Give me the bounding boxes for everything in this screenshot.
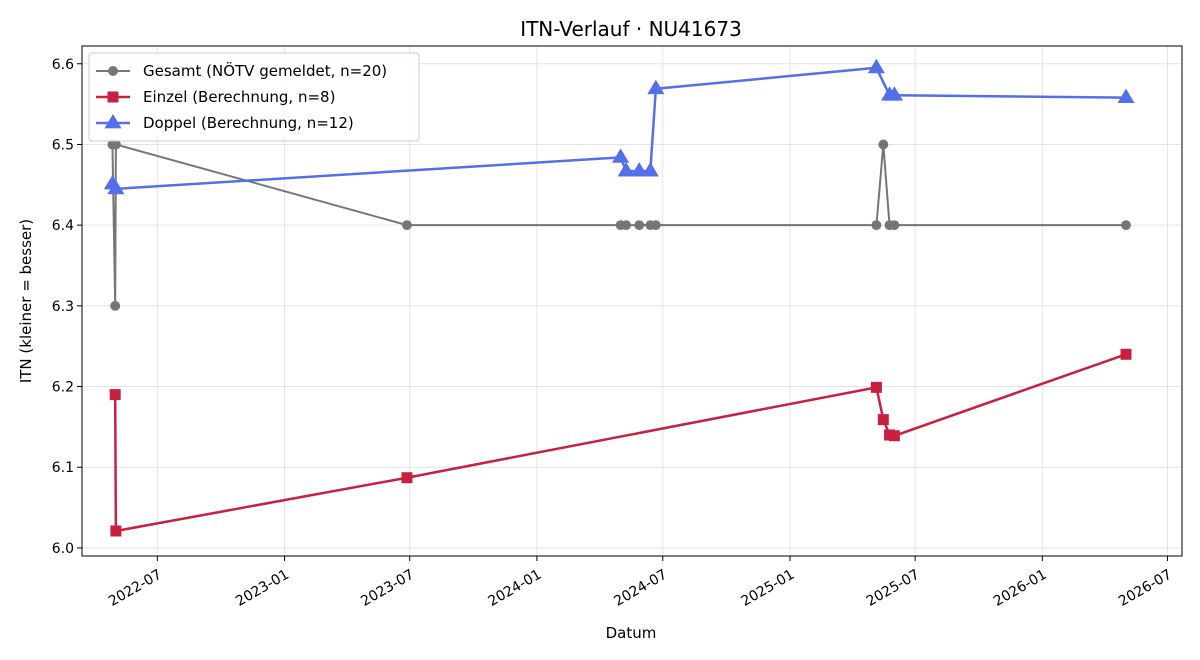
data-point [110,139,121,150]
data-point [650,220,661,231]
y-tick-label: 6.6 [52,57,74,73]
x-tick-label: 2025-01 [739,567,798,610]
series-layer [103,58,1135,537]
x-axis: 2022-07 2023-01 2023-07 2024-01 2024-07 2025-… [106,556,1175,610]
y-tick-label: 6.3 [52,299,74,315]
data-point [617,162,635,177]
x-tick-label: 2024-07 [611,567,670,610]
y-tick-label: 6.4 [52,218,74,234]
data-point [1121,220,1131,231]
legend-marker [104,114,122,129]
data-point [107,179,125,195]
legend-label: Doppel (Berechnung, n=12) [143,114,354,132]
x-tick-label: 2026-07 [1116,567,1175,610]
data-point [110,300,121,311]
data-point [885,86,903,101]
data-point [867,58,885,74]
data-point [641,162,659,177]
x-tick-label: 2025-07 [864,567,923,610]
legend-label: Einzel (Berechnung, n=8) [143,88,335,106]
data-point [621,220,632,231]
y-axis-label: ITN (kleiner = besser) [17,219,35,383]
data-point [889,220,900,231]
legend-label: Gesamt (NÖTV gemeldet, n=20) [143,61,387,80]
series-line [111,143,1126,307]
plot-frame [81,45,1183,557]
x-tick-label: 2022-07 [106,567,165,610]
data-point [402,220,412,231]
data-point [888,430,900,442]
legend-box [88,52,420,142]
y-tick-label: 6.5 [52,137,74,153]
data-point [612,148,630,163]
series-circle-group [107,139,1131,311]
data-point [877,414,889,426]
data-point [1117,88,1135,104]
series-triangle-group [103,58,1135,195]
x-tick-label: 2023-01 [233,567,292,610]
legend-item [96,66,130,76]
y-tick-label: 6.2 [52,380,74,396]
data-point [109,389,121,401]
data-point [871,220,882,231]
data-point [870,381,882,393]
legend-item [96,91,130,103]
y-axis: 6.0 6.1 6.2 6.3 6.4 6.5 6.6 [52,57,82,557]
legend-marker [107,91,119,103]
legend: Gesamt (NÖTV gemeldet, n=20) Einzel (Bere… [88,52,420,142]
data-point [878,139,889,150]
data-point [647,79,665,95]
data-point [634,220,645,231]
data-point [401,472,413,484]
data-point [1120,348,1132,360]
series-square-group [109,348,1132,537]
x-tick-label: 2026-01 [991,567,1050,610]
y-tick-label: 6.1 [52,460,74,476]
chart-title: ITN-Verlauf · NU41673 [520,17,742,41]
y-tick-label: 6.0 [52,541,74,557]
x-tick-label: 2024-01 [486,567,545,610]
data-point [110,525,122,537]
legend-marker [108,66,118,76]
x-tick-label: 2023-07 [358,567,417,610]
x-axis-label: Datum [606,624,657,642]
data-point [630,162,648,177]
legend-item [96,114,130,129]
